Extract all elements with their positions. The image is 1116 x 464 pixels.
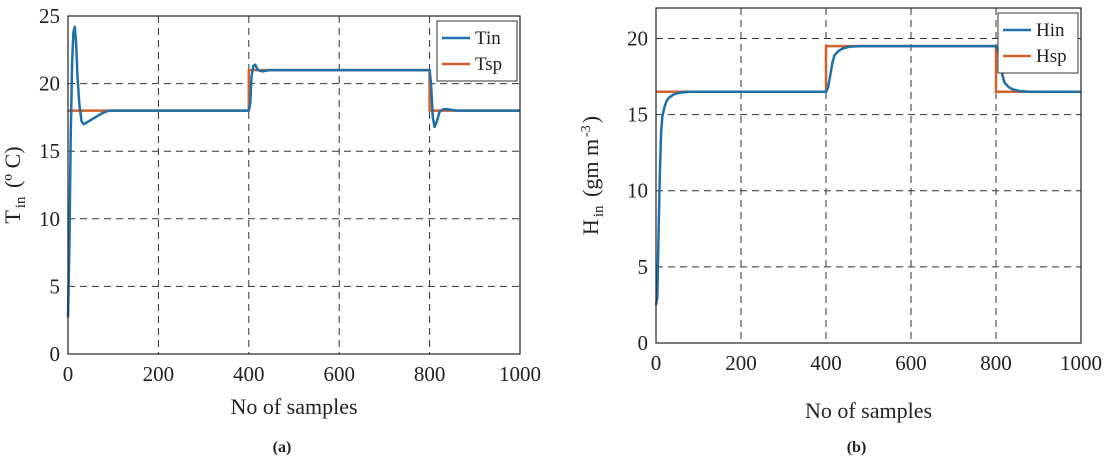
y-tick-label: 15 xyxy=(627,103,648,127)
y-tick-label: 10 xyxy=(39,207,60,231)
x-tick-label: 0 xyxy=(651,351,662,375)
y-label-unit: (gm m xyxy=(578,139,603,203)
legend-label-tin: Tin xyxy=(475,28,501,49)
legend: Hin Hsp xyxy=(997,12,1079,74)
y-axis-label: Tin (º C) xyxy=(0,146,29,223)
caption: (b) xyxy=(847,439,867,456)
legend-label-hin: Hin xyxy=(1036,20,1065,41)
x-tick-label: 1000 xyxy=(499,362,541,386)
x-tick-label: 400 xyxy=(233,362,265,386)
y-label-subscript: in xyxy=(591,205,607,217)
y-tick-label: 25 xyxy=(39,4,60,28)
y-tick-label: 5 xyxy=(638,255,649,279)
y-axis-label: Hin (gm m -3) xyxy=(578,116,607,235)
legend: Tin Tsp xyxy=(436,20,518,82)
x-axis-label: No of samples xyxy=(805,398,932,423)
y-label-unit: (º C) xyxy=(0,146,25,193)
y-tick-label: 20 xyxy=(39,72,60,96)
x-tick-label: 0 xyxy=(63,362,74,386)
x-tick-label: 600 xyxy=(323,362,355,386)
y-tick-label: 15 xyxy=(39,139,60,163)
series-line-hin xyxy=(654,44,1081,306)
legend-box xyxy=(997,12,1079,74)
x-tick-label: 1000 xyxy=(1060,351,1102,375)
y-label-end: ) xyxy=(578,116,603,123)
caption: (a) xyxy=(273,439,292,456)
y-tick-label: 10 xyxy=(627,179,648,203)
y-label-main: T xyxy=(0,210,25,224)
axes-box xyxy=(67,15,521,355)
series-line-tin xyxy=(66,25,520,318)
legend-label-hsp: Hsp xyxy=(1036,46,1067,67)
y-tick-label: 0 xyxy=(638,331,649,355)
plot-b: 0 200 400 600 800 1000 0 5 10 15 20 No of samples Hi… xyxy=(578,7,1102,456)
legend-box xyxy=(436,20,518,82)
x-tick-label: 800 xyxy=(414,362,446,386)
y-label-main: H xyxy=(578,219,603,235)
x-tick-label: 200 xyxy=(143,362,175,386)
axes-box xyxy=(655,7,1082,344)
x-tick-label: 400 xyxy=(810,351,842,375)
x-tick-label: 600 xyxy=(895,351,927,375)
legend-label-tsp: Tsp xyxy=(475,54,502,75)
y-tick-label: 20 xyxy=(627,26,648,50)
y-label-subscript: in xyxy=(13,196,29,208)
plot-a: 0 200 400 600 800 1000 0 5 10 15 20 25 No of samples… xyxy=(0,4,541,456)
x-tick-label: 200 xyxy=(725,351,757,375)
x-tick-label: 800 xyxy=(980,351,1012,375)
y-tick-label: 5 xyxy=(50,274,61,298)
x-axis-label: No of samples xyxy=(230,394,357,419)
y-tick-label: 0 xyxy=(50,342,61,366)
y-label-superscript: -3 xyxy=(579,125,594,137)
